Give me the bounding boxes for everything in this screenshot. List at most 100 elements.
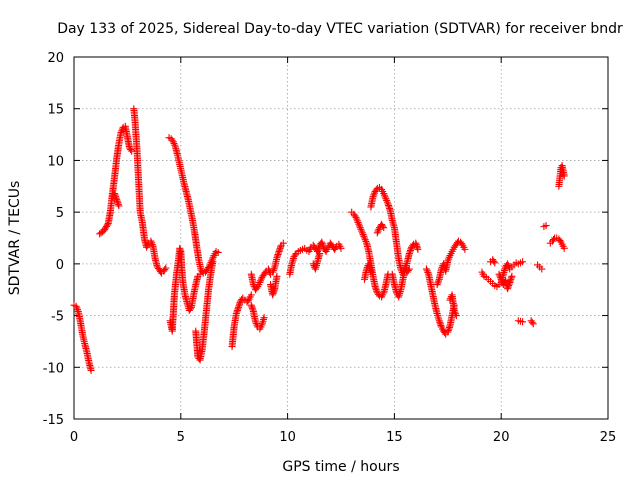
- data-point: [102, 224, 110, 232]
- data-point: [361, 236, 369, 244]
- series-arc26: [527, 317, 537, 328]
- data-point: [383, 196, 391, 204]
- series-arc3: [108, 190, 123, 210]
- data-point: [491, 259, 499, 267]
- series-arc17: [373, 221, 388, 237]
- data-point: [560, 244, 568, 252]
- data-point: [72, 302, 80, 310]
- data-point: [445, 255, 453, 263]
- y-tick-label: 20: [47, 51, 64, 66]
- data-point: [353, 217, 361, 225]
- series-arc8: [228, 291, 255, 351]
- data-point: [115, 202, 123, 210]
- series-arc24: [487, 256, 499, 267]
- data-point: [74, 306, 82, 314]
- data-point: [102, 222, 110, 230]
- plot-frame: [73, 56, 609, 420]
- data-point: [352, 213, 360, 221]
- y-axis-label: SDTVAR / TECUs: [7, 181, 23, 296]
- series-arc13: [309, 250, 324, 273]
- data-point: [316, 250, 324, 258]
- data-point: [504, 260, 512, 268]
- data-point: [496, 274, 504, 282]
- chart-title: Day 133 of 2025, Sidereal Day-to-day VTE…: [57, 21, 623, 37]
- data-point: [252, 318, 260, 326]
- data-point: [279, 239, 287, 247]
- data-point: [118, 127, 126, 135]
- data-point: [450, 306, 458, 314]
- data-point: [356, 222, 364, 230]
- data-point: [370, 191, 378, 199]
- data-point: [337, 244, 345, 252]
- series-arc15: [360, 260, 375, 283]
- data-point: [87, 366, 95, 374]
- data-point: [100, 227, 108, 235]
- series-arc2: [96, 122, 136, 238]
- data-point: [404, 267, 412, 275]
- data-point: [353, 215, 361, 223]
- data-point: [360, 232, 368, 240]
- series-arc12: [286, 238, 345, 278]
- y-tick-label: 15: [47, 103, 64, 118]
- x-axis-label: GPS time / hours: [282, 459, 399, 475]
- grid: [74, 57, 608, 419]
- series-arc30: [555, 162, 568, 190]
- data-point: [186, 305, 194, 313]
- data-point: [382, 195, 390, 203]
- data-point: [497, 275, 505, 283]
- data-point: [508, 272, 516, 280]
- data-point: [383, 198, 391, 206]
- series-arc4: [130, 105, 170, 277]
- data-point: [451, 308, 459, 316]
- data-point: [209, 258, 217, 266]
- series-arc10: [247, 239, 287, 294]
- series-arc9: [247, 301, 268, 333]
- x-tick-label: 0: [70, 430, 78, 445]
- data-point: [380, 224, 388, 232]
- data-point: [369, 193, 377, 201]
- data-point: [367, 268, 375, 276]
- data-point: [380, 190, 388, 198]
- series-arc5: [165, 134, 222, 277]
- data-point: [370, 189, 378, 197]
- y-tick-label: -5: [51, 310, 64, 325]
- series-arc21: [433, 237, 469, 289]
- data-point: [434, 279, 442, 287]
- data-point: [538, 265, 546, 273]
- data-point: [244, 297, 252, 305]
- series-arc19: [422, 265, 458, 338]
- data-point: [405, 265, 413, 273]
- data-point: [381, 193, 389, 201]
- data-point: [444, 257, 452, 265]
- series-arc11: [267, 272, 281, 299]
- data-point: [127, 146, 135, 154]
- series-arc6: [166, 244, 204, 335]
- data-point: [260, 314, 268, 322]
- series-arc29: [546, 234, 568, 252]
- data-point: [452, 310, 460, 318]
- data-point: [560, 172, 568, 180]
- data-point: [380, 191, 388, 199]
- data-point: [253, 284, 261, 292]
- data-point: [542, 222, 550, 230]
- data-point: [214, 248, 222, 256]
- data-point: [103, 221, 111, 229]
- data-point: [351, 212, 359, 220]
- data-point: [269, 268, 277, 276]
- tick-labels: 0 5 10 15 20 25 -15 -10 -5 0 5 10 15 20: [43, 51, 617, 445]
- data-point: [358, 227, 366, 235]
- data-point: [162, 264, 170, 272]
- data-point: [362, 237, 370, 245]
- data-point: [490, 257, 498, 265]
- data-point: [357, 225, 365, 233]
- data-point: [128, 147, 136, 155]
- data-point: [269, 266, 277, 274]
- series-arc20: [446, 291, 460, 320]
- data-point: [170, 140, 178, 148]
- data-point: [168, 136, 176, 144]
- x-tick-label: 5: [177, 430, 185, 445]
- data-point: [452, 312, 460, 320]
- data-point: [433, 281, 441, 289]
- series-arc14: [348, 208, 392, 301]
